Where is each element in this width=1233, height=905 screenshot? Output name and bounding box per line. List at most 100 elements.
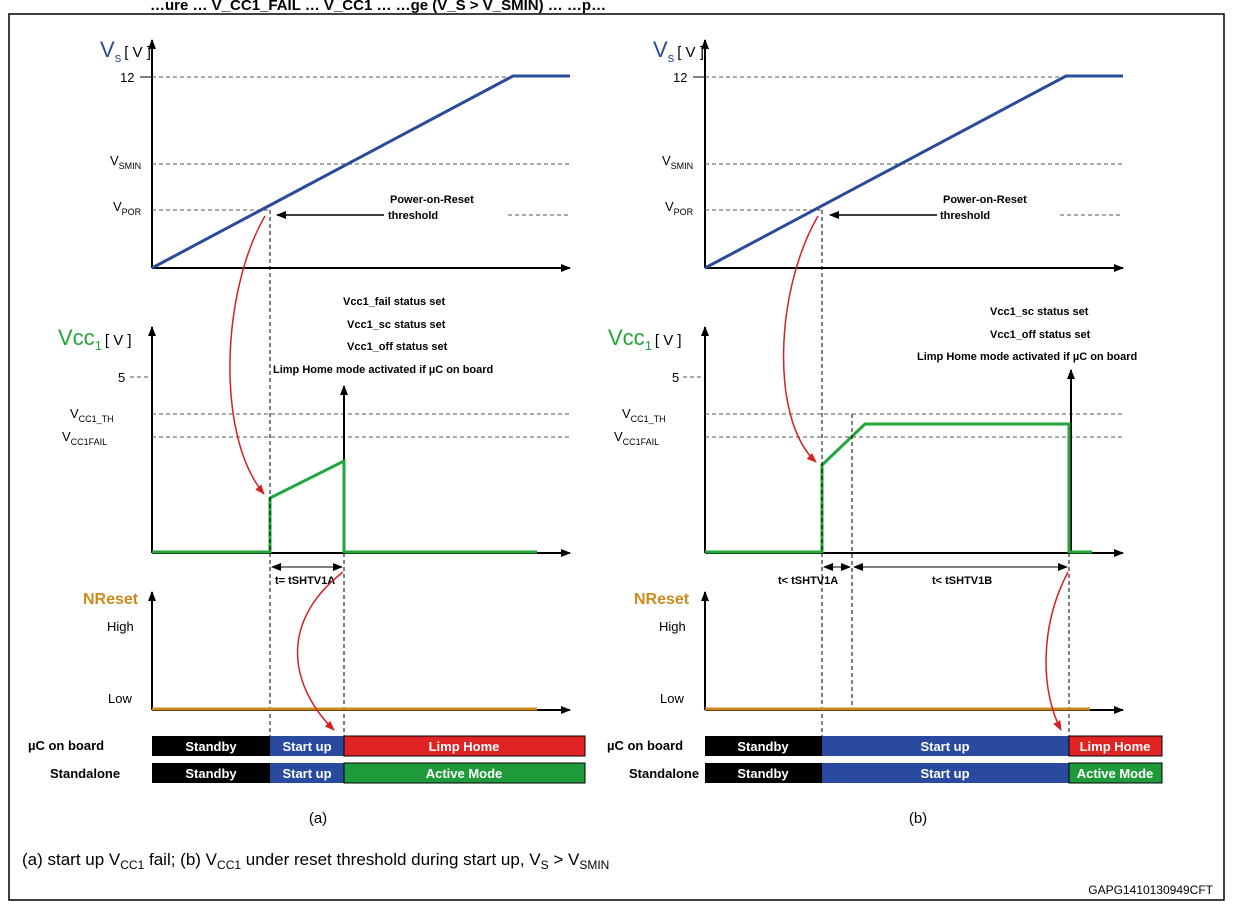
vsmin-sub: SMIN xyxy=(119,161,142,171)
txt-active-sa-b: Active Mode xyxy=(1077,766,1154,781)
vccfail-sub: CC1FAIL xyxy=(71,437,108,447)
txt-startup-sa-b: Start up xyxy=(920,766,969,781)
status-a-2: Vcc1_off status set xyxy=(347,341,448,353)
svg-text:VSMIN: VSMIN xyxy=(662,153,693,171)
por-label-a1: Power-on-Reset xyxy=(390,194,474,206)
txt-standby-sa-b: Standby xyxy=(737,766,789,781)
vccfail-label-b: V xyxy=(614,429,623,444)
vcc-curve-a xyxy=(152,458,537,554)
vcc-axis-label: Vcc xyxy=(58,325,95,350)
status-b-1: Vcc1_off status set xyxy=(990,329,1091,341)
caption-p1: (a) start up V xyxy=(22,850,121,869)
status-a-1: Vcc1_sc status set xyxy=(347,319,446,331)
panel-b-tag: (b) xyxy=(909,810,927,827)
caption-s3: S xyxy=(541,858,549,872)
caption-s4: SMIN xyxy=(579,858,609,872)
panel-a-tag: (a) xyxy=(309,810,327,827)
row-standalone-b: Standalone xyxy=(629,766,699,781)
status-b-0: Vcc1_sc status set xyxy=(990,306,1089,318)
nreset-label-b: NReset xyxy=(634,591,690,608)
figure-id: GAPG1410130949CFT xyxy=(1088,883,1213,897)
txt-standby-uc-b: Standby xyxy=(737,739,789,754)
vccth-label: V xyxy=(70,406,79,421)
nreset-label-a: NReset xyxy=(83,591,139,608)
svg-text:Vcc1[ V ]: Vcc1[ V ] xyxy=(608,325,682,353)
vccfail-label: V xyxy=(62,429,71,444)
vsmin-label-b: V xyxy=(662,153,671,168)
vpor-label: V xyxy=(113,199,122,214)
vccth-sub-b: CC1_TH xyxy=(631,414,666,424)
low-label-a: Low xyxy=(108,691,132,706)
txt-standby-sa-a: Standby xyxy=(185,766,237,781)
txt-limp-uc-a: Limp Home xyxy=(429,739,500,754)
vccfail-sub-b: CC1FAIL xyxy=(623,437,660,447)
tick-12-b: 12 xyxy=(673,70,687,85)
por-label-a2: threshold xyxy=(388,210,438,222)
vsmin-sub-b: SMIN xyxy=(671,161,694,171)
vs-axis-unit-b: [ V ] xyxy=(677,44,704,61)
bar-active-sa-a xyxy=(343,762,586,784)
vcc-curve-b xyxy=(705,422,1092,554)
bar-startup-uc-b xyxy=(822,736,1069,756)
svg-text:VCC1FAIL: VCC1FAIL xyxy=(62,429,107,447)
bar-standby-uc-a xyxy=(152,736,270,756)
bar-startup-sa-a xyxy=(270,763,344,783)
txt-standby-uc-a: Standby xyxy=(185,739,237,754)
vcc-axis-sub: 1 xyxy=(95,338,102,353)
caption-p2: fail; (b) V xyxy=(144,850,217,869)
txt-startup-uc-a: Start up xyxy=(282,739,331,754)
txt-limp-uc-b: Limp Home xyxy=(1080,739,1151,754)
high-label-a: High xyxy=(107,619,134,634)
vs-axis-label-b: V xyxy=(653,37,668,62)
vpor-sub: POR xyxy=(122,207,142,217)
svg-text:VPOR: VPOR xyxy=(113,199,142,217)
svg-text:VPOR: VPOR xyxy=(665,199,694,217)
svg-text:VSMIN: VSMIN xyxy=(110,153,141,171)
vcc-axis-label-b: Vcc xyxy=(608,325,645,350)
svg-text:Vs[ V ]: Vs[ V ] xyxy=(100,37,151,65)
vs-axis-sub-b: s xyxy=(668,50,675,65)
tick-5-b: 5 xyxy=(672,370,679,385)
bar-startup-sa-b xyxy=(822,763,1069,783)
vcc-axis-sub-b: 1 xyxy=(645,338,652,353)
svg-text:VCC1FAIL: VCC1FAIL xyxy=(614,429,659,447)
caption-s2: CC1 xyxy=(217,858,241,872)
vs-curve-b xyxy=(704,74,1123,270)
vs-axis-unit: [ V ] xyxy=(124,44,151,61)
status-b-2: Limp Home mode activated if µC on board xyxy=(917,351,1137,363)
panel-a: Vs[ V ] 12 VSMIN VPOR Power-on-Reset thr… xyxy=(28,37,586,827)
vs-axis-sub: s xyxy=(115,50,122,65)
vccth-label-b: V xyxy=(622,406,631,421)
vpor-label-b: V xyxy=(665,199,674,214)
tick-5: 5 xyxy=(118,370,125,385)
svg-text:Vcc1[ V ]: Vcc1[ V ] xyxy=(58,325,132,353)
bar-standby-uc-b xyxy=(705,736,822,756)
svg-text:VCC1_TH: VCC1_TH xyxy=(70,406,114,424)
bar-limp-uc-b xyxy=(1068,735,1163,757)
row-uc-b: µC on board xyxy=(607,738,683,753)
header-fragment: …ure … V_CC1_FAIL … V_CC1 … …ge (V_S > V… xyxy=(150,0,606,14)
low-label-b: Low xyxy=(660,691,684,706)
tick-12: 12 xyxy=(120,70,134,85)
timing-a: t= tSHTV1A xyxy=(275,575,335,587)
timing-b-1: t< tSHTV1A xyxy=(778,575,838,587)
bar-standby-sa-a xyxy=(152,763,270,783)
vccth-sub: CC1_TH xyxy=(79,414,114,424)
svg-text:VCC1_TH: VCC1_TH xyxy=(622,406,666,424)
figure-frame xyxy=(8,13,1225,901)
panel-b: Vs[ V ] 12 VSMIN VPOR Power-on-Reset thr… xyxy=(607,37,1163,827)
vcc-axis-unit: [ V ] xyxy=(105,332,132,349)
bar-active-sa-b xyxy=(1068,762,1163,784)
status-a-3: Limp Home mode activated if µC on board xyxy=(273,364,493,376)
caption-p3: under reset threshold during start up, V xyxy=(241,850,541,869)
vs-curve-a xyxy=(151,74,570,270)
svg-text:Vs[ V ]: Vs[ V ] xyxy=(653,37,704,65)
row-uc-a: µC on board xyxy=(28,738,104,753)
figure-caption: (a) start up VCC1 fail; (b) VCC1 under r… xyxy=(22,850,609,872)
vsmin-label: V xyxy=(110,153,119,168)
high-label-b: High xyxy=(659,619,686,634)
bar-startup-uc-a xyxy=(270,736,344,756)
status-a-0: Vcc1_fail status set xyxy=(343,296,445,308)
bar-limp-uc-a xyxy=(343,735,586,757)
